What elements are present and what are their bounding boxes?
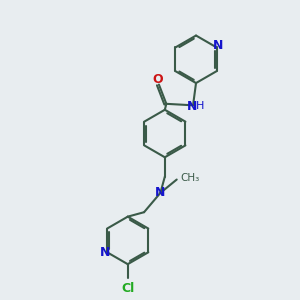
Text: N: N — [213, 39, 223, 52]
Text: CH₃: CH₃ — [180, 173, 200, 183]
Text: O: O — [152, 73, 163, 86]
Text: N: N — [155, 186, 166, 200]
Text: H: H — [195, 101, 204, 111]
Text: Cl: Cl — [121, 282, 134, 295]
Text: N: N — [186, 100, 197, 113]
Text: N: N — [100, 246, 110, 259]
